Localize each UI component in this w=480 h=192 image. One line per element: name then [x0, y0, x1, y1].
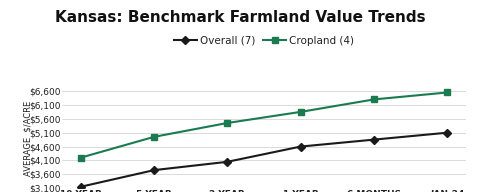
Cropland (4)	[444, 91, 450, 94]
Cropland (4)	[371, 98, 377, 101]
Line: Overall (7): Overall (7)	[78, 130, 450, 190]
Overall (7)	[298, 145, 303, 148]
Overall (7)	[371, 138, 377, 141]
Overall (7)	[78, 186, 84, 188]
Legend: Overall (7), Cropland (4): Overall (7), Cropland (4)	[169, 32, 359, 50]
Cropland (4)	[298, 111, 303, 113]
Overall (7)	[444, 132, 450, 134]
Text: Kansas: Benchmark Farmland Value Trends: Kansas: Benchmark Farmland Value Trends	[55, 10, 425, 25]
Overall (7)	[225, 161, 230, 163]
Cropland (4)	[225, 122, 230, 124]
Cropland (4)	[78, 156, 84, 159]
Cropland (4)	[151, 136, 157, 138]
Overall (7)	[151, 169, 157, 171]
Line: Cropland (4): Cropland (4)	[78, 90, 450, 161]
Y-axis label: AVERAGE  $/ACRE: AVERAGE $/ACRE	[24, 101, 33, 176]
